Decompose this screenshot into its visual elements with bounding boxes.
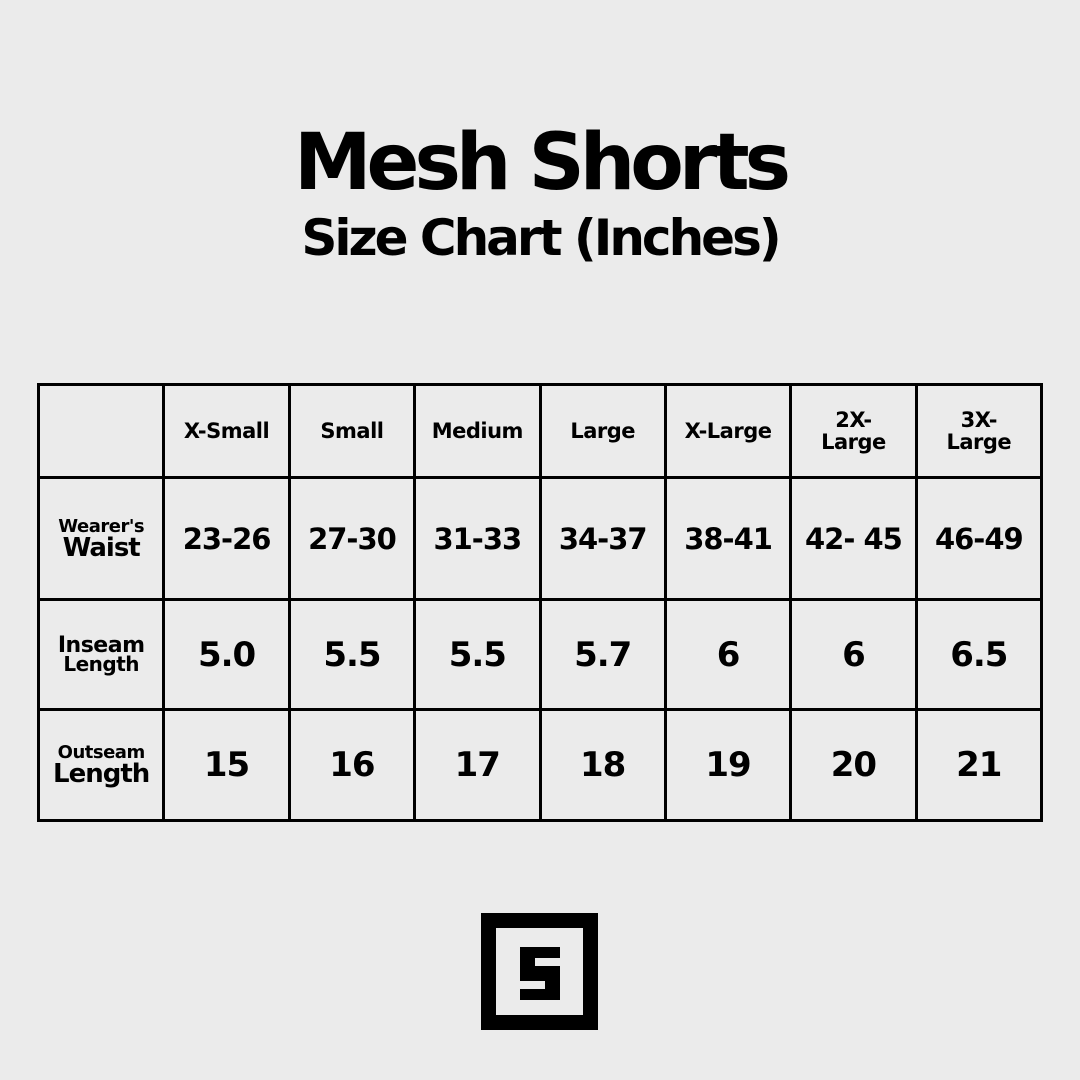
square-s-logo-icon (481, 913, 598, 1030)
table-cell: 6 (663, 598, 793, 711)
col-header: X-Small (162, 383, 291, 479)
table-cell: 5.0 (162, 598, 291, 711)
table-cell: 31-33 (413, 475, 542, 602)
col-header: Small (287, 383, 417, 479)
table-cell: 15 (162, 707, 291, 823)
table-cell: 17 (413, 707, 542, 823)
row-label-bottom: Waist (62, 533, 141, 564)
table-cell: 27-30 (287, 475, 417, 602)
row-header: Wearer's Waist (36, 475, 166, 602)
table-cell: 19 (663, 707, 793, 823)
table-cell: 20 (789, 707, 918, 823)
row-label-bottom: Length (53, 759, 150, 790)
table-cell: 6.5 (914, 598, 1044, 711)
header-row: X-Small Small Medium Large X-Large 2X-La… (36, 383, 1044, 479)
col-header: 2X-Large (789, 383, 918, 479)
table-cell: 38-41 (663, 475, 793, 602)
table-row: Inseam Length 5.0 5.5 5.5 5.7 6 6 6.5 (36, 598, 1044, 711)
page-subtitle: Size Chart (Inches) (301, 209, 781, 267)
table-cell: 5.7 (538, 598, 667, 711)
corner-cell (36, 383, 166, 479)
row-label-bottom: Length (63, 651, 140, 676)
row-label-top: Inseam (57, 632, 145, 658)
table-cell: 23-26 (162, 475, 291, 602)
table-cell: 42- 45 (789, 475, 918, 602)
table-cell: 16 (287, 707, 417, 823)
col-header: X-Large (663, 383, 793, 479)
row-header: Inseam Length (36, 598, 166, 711)
table-cell: 46-49 (914, 475, 1044, 602)
table-cell: 6 (789, 598, 918, 711)
row-label-top: Wearer's (58, 516, 145, 538)
table-cell: 34-37 (538, 475, 667, 602)
row-header: Outseam Length (36, 707, 166, 823)
size-chart-table: X-Small Small Medium Large X-Large 2X-La… (36, 383, 1044, 823)
table-cell: 18 (538, 707, 667, 823)
table-cell: 21 (914, 707, 1044, 823)
col-header: Medium (413, 383, 542, 479)
row-label-top: Outseam (57, 742, 146, 764)
page-title: Mesh Shorts (293, 118, 791, 208)
table-row: Wearer's Waist 23-26 27-30 31-33 34-37 38… (36, 475, 1044, 602)
table-cell: 5.5 (413, 598, 542, 711)
table-cell: 5.5 (287, 598, 417, 711)
col-header: Large (538, 383, 667, 479)
table-row: Outseam Length 15 16 17 18 19 20 21 (36, 707, 1044, 823)
col-header: 3X-Large (914, 383, 1044, 479)
